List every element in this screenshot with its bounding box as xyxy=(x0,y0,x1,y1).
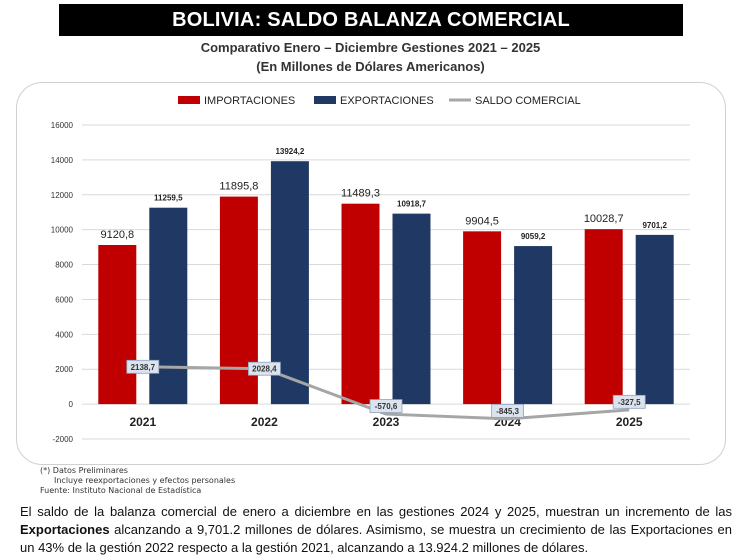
balance-label-box xyxy=(491,403,525,418)
balance-label-box xyxy=(126,359,160,374)
import-value-label: 9120,8 xyxy=(100,229,134,241)
legend-label-imports: IMPORTACIONES xyxy=(204,95,295,107)
balance-value-label: -570,6 xyxy=(375,402,398,411)
summary-bold: Exportaciones xyxy=(20,522,110,537)
export-value-label: 9059,2 xyxy=(521,232,546,241)
import-bar xyxy=(584,229,623,405)
legend-label-balance: SALDO COMERCIAL xyxy=(475,95,581,107)
export-value-label: 9701,2 xyxy=(642,221,667,230)
import-value-label: 10028,7 xyxy=(584,213,624,225)
y-tick-label: 8000 xyxy=(55,261,73,270)
import-value-label: 11895,8 xyxy=(219,181,258,193)
balance-label-box xyxy=(612,394,646,409)
x-category-label: 2025 xyxy=(616,415,643,429)
export-value-label: 10918,7 xyxy=(397,200,426,209)
export-value-label: 11259,5 xyxy=(154,194,183,203)
y-tick-label: 14000 xyxy=(51,156,74,165)
summary-text-2: alcanzando a 9,701.2 millones de dólares… xyxy=(20,522,732,555)
legend-swatch-imports xyxy=(178,96,200,104)
import-bar xyxy=(463,231,502,405)
import-value-label: 9904,5 xyxy=(465,215,499,227)
x-category-label: 2022 xyxy=(251,415,278,429)
chart-units-subtitle: (En Millones de Dólares Americanos) xyxy=(256,59,485,74)
y-tick-label: 12000 xyxy=(51,191,74,200)
summary-text-1: El saldo de la balanza comercial de ener… xyxy=(20,504,732,519)
footnote-includes: Incluye reexportaciones y efectos person… xyxy=(54,476,236,485)
import-bar xyxy=(341,203,380,405)
legend-label-exports: EXPORTACIONES xyxy=(340,95,434,107)
balance-label-box xyxy=(369,399,403,413)
import-bar xyxy=(98,245,137,405)
balance-label-box xyxy=(247,361,281,376)
export-bar xyxy=(635,234,674,405)
export-bar xyxy=(149,207,188,405)
footnotes: (*) Datos Preliminares Incluye reexporta… xyxy=(40,466,235,496)
balance-chart: 16000 14000 12000 10000 8000 6000 4000 2000 0 -20… xyxy=(51,95,690,444)
y-tick-label: 6000 xyxy=(55,295,73,304)
y-tick-label: 0 xyxy=(69,400,74,409)
x-category-label: 2021 xyxy=(129,415,156,429)
balance-line xyxy=(142,365,630,421)
import-value-label: 11489,3 xyxy=(341,188,380,200)
summary-paragraph: El saldo de la balanza comercial de ener… xyxy=(20,503,732,555)
page-title: BOLIVIA: SALDO BALANZA COMERCIAL xyxy=(59,4,683,36)
y-tick-label: -2000 xyxy=(53,435,74,444)
balance-value-label: 2138,7 xyxy=(131,363,156,372)
balance-value-label: 2028,4 xyxy=(252,365,277,374)
export-bar xyxy=(392,213,431,405)
footnote-preliminary: (*) Datos Preliminares xyxy=(40,466,128,475)
y-tick-label: 2000 xyxy=(55,365,73,374)
x-category-label: 2023 xyxy=(373,415,400,429)
legend-swatch-exports xyxy=(314,96,336,104)
balance-value-label: -845,3 xyxy=(496,407,519,416)
chart-subtitle: Comparativo Enero – Diciembre Gestiones … xyxy=(200,40,541,55)
y-tick-label: 10000 xyxy=(51,226,74,235)
balance-value-label: -327,5 xyxy=(618,398,641,407)
footnote-source: Fuente: Instituto Nacional de Estadístic… xyxy=(40,486,202,495)
export-value-label: 13924,2 xyxy=(275,147,304,156)
y-tick-label: 4000 xyxy=(55,330,73,339)
y-tick-label: 16000 xyxy=(51,121,74,130)
export-bar xyxy=(514,246,553,405)
